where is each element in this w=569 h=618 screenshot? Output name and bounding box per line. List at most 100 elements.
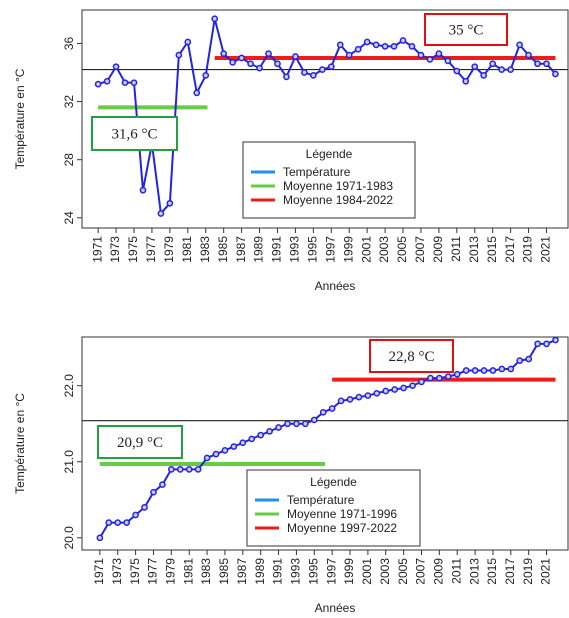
data-point <box>489 60 497 68</box>
data-point <box>166 199 174 207</box>
data-point <box>391 386 399 393</box>
data-point <box>462 367 470 374</box>
x-tick-label: 2013 <box>467 558 481 585</box>
data-point <box>543 340 550 348</box>
x-tick-label: 1971 <box>90 236 104 263</box>
data-point <box>211 15 219 23</box>
data-point <box>150 488 157 496</box>
x-tick-label: 2011 <box>449 236 463 262</box>
data-point <box>346 396 354 403</box>
data-point <box>552 336 559 344</box>
legend-box <box>246 469 421 547</box>
x-tick-label: 1993 <box>289 558 303 585</box>
x-tick-label: 1977 <box>144 236 158 263</box>
x-tick-label: 1991 <box>271 558 285 585</box>
x-tick-label: 1985 <box>216 236 230 263</box>
data-point <box>328 405 336 412</box>
data-point <box>132 511 139 519</box>
y-axis-label: Température en °C <box>13 68 27 169</box>
x-tick-label: 1975 <box>126 236 140 263</box>
data-point <box>292 53 299 60</box>
data-line <box>99 339 556 539</box>
legend-title: Légende <box>306 147 353 161</box>
data-point <box>516 357 524 364</box>
data-point <box>418 378 425 386</box>
data-point <box>212 450 220 458</box>
data-point <box>139 186 147 194</box>
data-point <box>453 67 461 75</box>
x-tick-label: 2009 <box>431 236 445 263</box>
data-point <box>114 519 122 526</box>
x-tick-label: 1999 <box>341 236 355 263</box>
data-point <box>471 63 479 71</box>
data-point <box>355 393 363 401</box>
plot-frame <box>81 336 569 551</box>
data-point <box>185 466 193 473</box>
annotation: 22,8 °C <box>388 349 434 365</box>
x-tick-label: 1989 <box>252 236 266 263</box>
x-tick-label: 2007 <box>414 558 428 585</box>
x-tick-label: 1981 <box>181 558 195 585</box>
x-tick-label: 2017 <box>503 236 517 263</box>
data-point <box>417 51 425 59</box>
data-point <box>552 70 559 78</box>
x-tick-label: 2001 <box>359 236 373 263</box>
data-point <box>238 54 245 62</box>
x-tick-label: 2019 <box>521 558 535 585</box>
x-tick-label: 1973 <box>110 558 124 585</box>
data-point <box>507 365 515 373</box>
data-point <box>336 41 344 49</box>
data-point <box>309 72 317 79</box>
x-tick-label: 1991 <box>270 236 284 263</box>
x-tick-label: 1997 <box>324 558 338 585</box>
data-point <box>381 42 389 50</box>
annotation: 20,9 °C <box>117 435 163 451</box>
x-tick-label: 2009 <box>432 558 446 585</box>
annotation: 35 °C <box>449 23 484 39</box>
data-point <box>103 77 111 85</box>
legend-label: Température <box>283 165 351 179</box>
data-point <box>221 446 229 454</box>
data-point <box>301 69 308 76</box>
data-point <box>141 504 148 511</box>
data-point <box>427 374 434 382</box>
data-point <box>257 431 265 439</box>
data-point <box>498 365 506 373</box>
data-point <box>274 60 281 68</box>
x-tick-label: 2015 <box>485 236 499 263</box>
x-tick-label: 1977 <box>146 558 160 585</box>
y-tick-label: 32 <box>62 95 76 109</box>
x-tick-label: 2011 <box>449 558 463 584</box>
data-point <box>498 66 505 73</box>
x-tick-label: 1975 <box>128 558 142 585</box>
data-point <box>121 79 129 87</box>
data-point <box>409 382 416 390</box>
data-point <box>220 50 228 57</box>
data-point <box>265 50 272 57</box>
x-tick-label: 1987 <box>234 236 248 263</box>
annotation-box <box>369 339 454 373</box>
x-tick-label: 2019 <box>521 236 535 263</box>
data-point <box>480 72 488 79</box>
legend-box <box>242 141 416 219</box>
x-tick-label: 1983 <box>199 558 213 585</box>
legend-label: Moyenne 1971-1996 <box>287 507 397 521</box>
x-tick-label: 1979 <box>162 236 176 263</box>
data-point <box>112 63 120 71</box>
x-tick-label: 2005 <box>395 236 409 263</box>
data-point <box>194 466 202 473</box>
data-point <box>256 64 263 72</box>
data-point <box>507 66 514 73</box>
data-point <box>436 374 443 382</box>
x-tick-label: 2001 <box>360 558 374 585</box>
data-point <box>400 384 407 392</box>
data-point <box>444 57 452 65</box>
annotation: 31,6 °C <box>111 127 157 143</box>
y-tick-label: 20.0 <box>62 526 76 550</box>
data-point <box>516 41 523 49</box>
data-point <box>105 519 113 526</box>
data-point <box>310 416 318 424</box>
data-point <box>202 72 210 79</box>
data-point <box>176 466 184 473</box>
